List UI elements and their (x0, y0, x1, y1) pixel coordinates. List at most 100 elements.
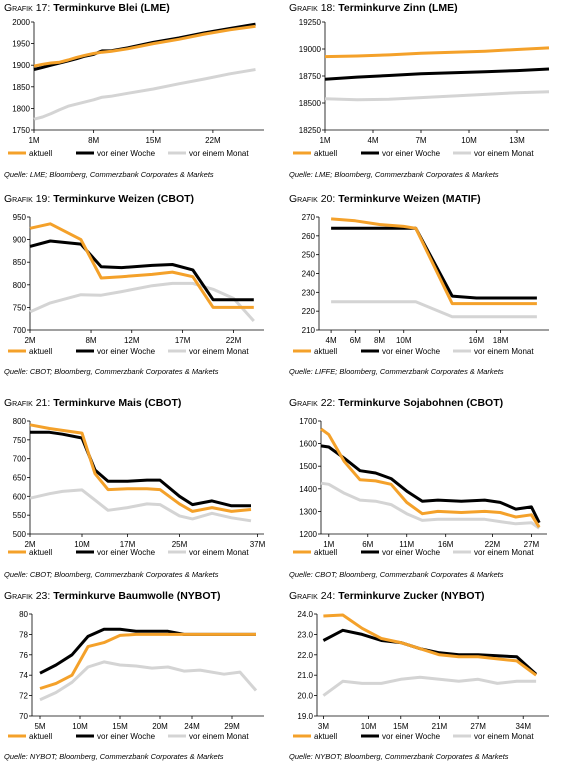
chart-panel-g24: Grafik 24: Terminkurve Zucker (NYBOT) 19… (289, 590, 557, 764)
y-tick-label: 900 (13, 236, 27, 245)
series-line-vor-einem-monat (29, 488, 252, 523)
x-tick-label: 11M (399, 540, 414, 549)
chart-svg: 19.0 20.0 21.0 22.0 23.0 24.0 3M 10M 15M 21M 27M 34… (293, 610, 549, 741)
y-tick-label: 80 (19, 610, 28, 619)
legend-label: vor einer Woche (382, 149, 441, 158)
series-line-aktuell (33, 24, 256, 68)
chart-heading: Grafik 24: Terminkurve Zucker (NYBOT) (289, 590, 484, 602)
x-tick-label: 22M (485, 540, 501, 549)
legend-label: aktuell (314, 149, 337, 158)
chart-source: Quelle: CBOT; Bloomberg, Commerzbank Cor… (4, 367, 219, 376)
x-tick-label: 15M (145, 136, 161, 145)
series-line-aktuell (29, 423, 252, 513)
chart-heading: Grafik 19: Terminkurve Weizen (CBOT) (4, 193, 194, 205)
series-line-aktuell (323, 613, 537, 677)
y-tick-label: 20.0 (297, 692, 313, 701)
y-tick-label: 1900 (12, 61, 30, 70)
y-tick-label: 21.0 (297, 671, 313, 680)
chart-number: Grafik 22: (289, 397, 336, 409)
y-tick-label: 72 (19, 692, 28, 701)
x-tick-label: 2M (24, 540, 35, 549)
chart-number: Grafik 21: (4, 397, 51, 409)
x-tick-label: 24M (184, 722, 200, 731)
x-tick-label: 3M (318, 722, 329, 731)
y-tick-label: 240 (302, 270, 316, 279)
legend-label: vor einer Woche (382, 347, 441, 356)
chart-svg: 210 220 230 240 250 260 270 4M 6M 8M 10M 16M 18M aktu… (293, 213, 549, 356)
legend-label: aktuell (314, 732, 337, 741)
y-tick-label: 500 (13, 530, 27, 539)
chart-panel-g21: Grafik 21: Terminkurve Mais (CBOT) 500 55… (4, 397, 276, 585)
x-tick-label: 15M (393, 722, 409, 731)
y-tick-label: 18250 (299, 126, 322, 135)
x-tick-label: 2M (24, 336, 35, 345)
chart-number: Grafik 18: (289, 2, 336, 14)
x-tick-label: 37M (250, 540, 266, 549)
series-line-vor-einem-monat (33, 68, 256, 121)
chart-title: Terminkurve Weizen (CBOT) (53, 193, 195, 205)
chart-title: Terminkurve Blei (LME) (53, 2, 170, 14)
series-line-vor-einem-monat (324, 90, 550, 102)
y-tick-label: 74 (19, 671, 28, 680)
x-tick-label: 10M (74, 540, 90, 549)
x-tick-label: 16M (438, 540, 454, 549)
y-tick-label: 260 (302, 232, 316, 241)
chart-panel-g20: Grafik 20: Terminkurve Weizen (MATIF) 21… (289, 193, 557, 385)
x-tick-label: 16M (469, 336, 485, 345)
chart-source: Quelle: CBOT; Bloomberg, Commerzbank Cor… (289, 570, 504, 579)
x-tick-label: 22M (226, 336, 242, 345)
legend-label: vor einem Monat (474, 347, 534, 356)
y-tick-label: 19000 (299, 45, 322, 54)
y-tick-label: 1800 (12, 104, 30, 113)
chart-title: Terminkurve Weizen (MATIF) (338, 193, 481, 205)
y-tick-label: 750 (13, 436, 27, 445)
legend-label: vor einem Monat (474, 548, 534, 557)
y-tick-label: 22.0 (297, 651, 313, 660)
chart-number: Grafik 24: (289, 590, 336, 602)
series-line-vor-einem-monat (331, 300, 537, 319)
legend-label: vor einem Monat (474, 732, 534, 741)
y-tick-label: 1850 (12, 83, 30, 92)
x-tick-label: 6M (350, 336, 361, 345)
legend-label: vor einem Monat (189, 347, 249, 356)
x-tick-label: 27M (524, 540, 540, 549)
x-tick-label: 1M (323, 540, 334, 549)
chart-panel-g22: Grafik 22: Terminkurve Sojabohnen (CBOT)… (289, 397, 557, 585)
y-tick-label: 220 (302, 307, 316, 316)
series-line-aktuell (29, 222, 254, 309)
y-tick-label: 1600 (299, 440, 317, 449)
chart-svg: 18250 18500 18750 19000 19250 1M 4M 7M 10M 13M akt… (293, 18, 550, 158)
x-tick-label: 5M (34, 722, 45, 731)
chart-svg: 1750 1800 1850 1900 1950 2000 1M 8M 15M 22M aktuel… (8, 18, 264, 158)
legend-label: vor einem Monat (189, 548, 249, 557)
y-tick-label: 1950 (12, 40, 30, 49)
legend-label: vor einem Monat (474, 149, 534, 158)
y-tick-label: 19.0 (297, 712, 313, 721)
chart-heading: Grafik 22: Terminkurve Sojabohnen (CBOT) (289, 397, 503, 409)
legend-label: aktuell (314, 548, 337, 557)
series-line-vor-einer-woche (320, 444, 541, 524)
x-tick-label: 7M (415, 136, 426, 145)
y-tick-label: 1300 (299, 507, 317, 516)
series-line-aktuell (324, 46, 550, 59)
legend-label: vor einer Woche (97, 732, 156, 741)
x-tick-label: 4M (326, 336, 337, 345)
x-tick-label: 4M (367, 136, 378, 145)
y-tick-label: 800 (13, 281, 27, 290)
legend-label: aktuell (29, 548, 52, 557)
chart-panel-g17: Grafik 17: Terminkurve Blei (LME) 1750 18… (4, 2, 276, 188)
chart-source: Quelle: LME; Bloomberg, Commerzbank Corp… (289, 170, 499, 179)
x-tick-label: 8M (88, 136, 99, 145)
legend-label: vor einer Woche (382, 732, 441, 741)
y-tick-label: 23.0 (297, 630, 313, 639)
y-tick-label: 1200 (299, 530, 317, 539)
y-tick-label: 70 (19, 712, 28, 721)
x-tick-label: 20M (152, 722, 168, 731)
chart-panel-g23: Grafik 23: Terminkurve Baumwolle (NYBOT)… (4, 590, 276, 764)
y-tick-label: 650 (13, 474, 27, 483)
series-line-vor-einer-woche (30, 430, 251, 508)
chart-source: Quelle: LME; Bloomberg, Commerzbank Corp… (4, 170, 214, 179)
series-line-aktuell (39, 632, 256, 690)
series-line-vor-einer-woche (29, 239, 254, 302)
chart-source: Quelle: NYBOT; Bloomberg, Commerzbank Co… (289, 752, 509, 761)
